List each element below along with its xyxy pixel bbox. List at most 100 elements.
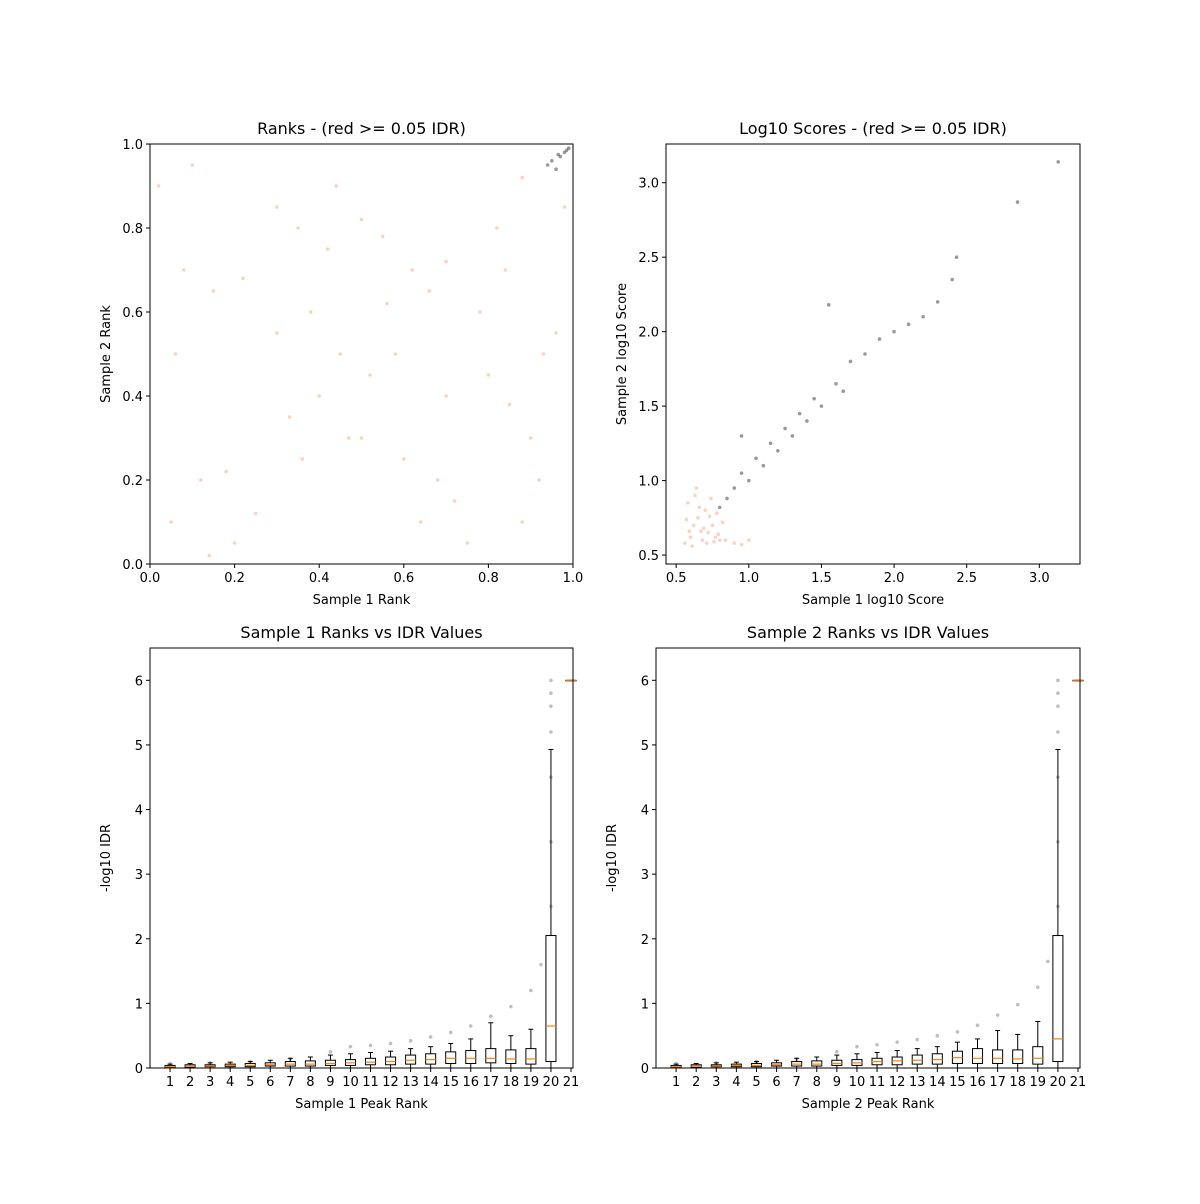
box bbox=[931, 1053, 943, 1065]
point bbox=[478, 310, 482, 314]
point bbox=[253, 511, 258, 516]
point bbox=[418, 520, 423, 524]
box bbox=[971, 1048, 984, 1064]
y-tick-label: 0.4 bbox=[122, 390, 143, 405]
point bbox=[520, 175, 525, 180]
point bbox=[1056, 678, 1060, 683]
point bbox=[558, 154, 563, 159]
chart-title: Sample 2 Ranks vs IDR Values bbox=[747, 623, 989, 642]
box bbox=[385, 1056, 397, 1066]
x-tick-label: 13 bbox=[402, 1075, 419, 1090]
point bbox=[359, 436, 364, 440]
box bbox=[992, 1049, 1004, 1064]
y-tick-label: 2.0 bbox=[638, 326, 659, 341]
point bbox=[713, 535, 718, 539]
y-tick-label: 6 bbox=[135, 674, 143, 689]
box bbox=[465, 1050, 477, 1064]
point bbox=[712, 539, 716, 544]
point bbox=[684, 517, 689, 522]
x-tick-label: 3 bbox=[206, 1075, 214, 1090]
point bbox=[509, 1004, 513, 1009]
point bbox=[287, 415, 292, 419]
point bbox=[562, 150, 567, 155]
x-tick-label: 11 bbox=[362, 1075, 379, 1090]
x-tick-label: 3.0 bbox=[1029, 571, 1050, 586]
point bbox=[507, 402, 512, 407]
box bbox=[545, 935, 557, 1063]
point bbox=[720, 520, 725, 525]
x-tick-label: 13 bbox=[909, 1075, 926, 1090]
x-tick-label: 6 bbox=[772, 1075, 780, 1090]
y-tick-label: 3 bbox=[641, 868, 649, 883]
point bbox=[1015, 200, 1020, 204]
y-tick-label: 2.5 bbox=[638, 251, 659, 266]
y-tick-label: 0 bbox=[641, 1062, 649, 1077]
y-tick-label: 5 bbox=[641, 739, 649, 754]
x-tick-label: 10 bbox=[849, 1075, 866, 1090]
point bbox=[725, 496, 729, 501]
y-axis-label: Sample 2 Rank bbox=[99, 305, 114, 403]
y-tick-label: 3.0 bbox=[638, 177, 659, 192]
x-axis-label: Sample 1 Rank bbox=[313, 593, 411, 608]
point bbox=[921, 314, 925, 319]
point bbox=[368, 1043, 373, 1048]
point bbox=[954, 255, 959, 259]
y-tick-label: 1.0 bbox=[638, 475, 659, 490]
x-tick-label: 1.0 bbox=[563, 571, 584, 586]
x-tick-label: 5 bbox=[246, 1075, 254, 1090]
point bbox=[747, 478, 751, 483]
point bbox=[402, 457, 406, 461]
box bbox=[505, 1049, 517, 1064]
x-tick-label: 9 bbox=[326, 1075, 334, 1090]
point bbox=[732, 541, 737, 545]
point bbox=[296, 226, 300, 230]
x-tick-label: 6 bbox=[266, 1075, 274, 1090]
point bbox=[797, 411, 802, 416]
point bbox=[761, 463, 766, 468]
point bbox=[739, 434, 744, 438]
point bbox=[707, 514, 712, 519]
point bbox=[489, 1014, 493, 1019]
point bbox=[768, 441, 773, 446]
x-tick-label: 19 bbox=[523, 1075, 540, 1090]
x-tick-label: 9 bbox=[833, 1075, 841, 1090]
box bbox=[831, 1059, 843, 1066]
point bbox=[710, 523, 715, 528]
x-tick-label: 14 bbox=[929, 1075, 946, 1090]
point bbox=[955, 1030, 960, 1034]
point bbox=[693, 493, 697, 498]
x-tick-label: 1.5 bbox=[811, 571, 832, 586]
point bbox=[554, 331, 558, 335]
x-tick-label: 8 bbox=[813, 1075, 821, 1090]
point bbox=[699, 529, 703, 534]
x-tick-label: 18 bbox=[1009, 1075, 1026, 1090]
point bbox=[169, 520, 173, 524]
point bbox=[190, 163, 195, 167]
point bbox=[855, 1044, 859, 1049]
x-tick-label: 16 bbox=[969, 1075, 986, 1090]
x-tick-label: 1 bbox=[672, 1075, 680, 1090]
plot-frame bbox=[655, 647, 1081, 1069]
point bbox=[408, 1039, 413, 1043]
point bbox=[739, 542, 744, 547]
point bbox=[232, 541, 237, 545]
plot-frame bbox=[149, 647, 574, 1069]
point bbox=[875, 1042, 879, 1047]
box bbox=[365, 1057, 377, 1066]
point bbox=[704, 541, 709, 545]
point bbox=[706, 530, 710, 535]
x-tick-label: 7 bbox=[793, 1075, 801, 1090]
point bbox=[549, 730, 553, 734]
x-tick-label: 0.0 bbox=[140, 571, 161, 586]
point bbox=[520, 520, 525, 524]
point bbox=[701, 526, 706, 531]
point bbox=[380, 234, 385, 239]
point bbox=[334, 184, 338, 188]
point bbox=[892, 329, 896, 334]
point bbox=[173, 352, 178, 356]
point bbox=[716, 532, 721, 537]
point bbox=[317, 394, 322, 398]
y-tick-label: 2 bbox=[641, 933, 649, 948]
point bbox=[790, 434, 795, 438]
